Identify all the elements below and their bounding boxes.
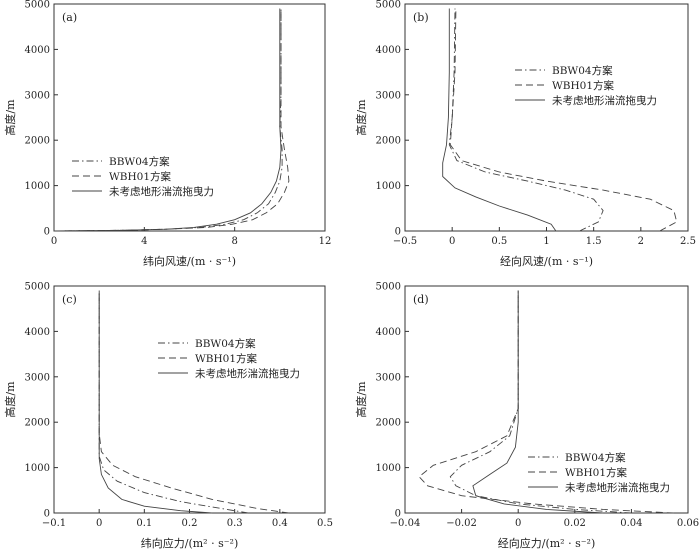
x-axis-label: 经向风速/(m · s⁻¹) [500, 254, 593, 268]
series-line-2 [98, 290, 289, 514]
x-tick-label: −0.1 [42, 518, 66, 529]
x-tick-label: −0.5 [393, 236, 417, 247]
y-tick-label: 1000 [376, 463, 401, 474]
x-tick-label: 8 [231, 236, 237, 247]
legend-entry: BBW04方案 [565, 451, 626, 464]
legend-entry: 未考虑地形湍流拖曳力 [195, 367, 300, 380]
series-line-3 [53, 8, 282, 232]
y-tick-label: 2000 [25, 136, 50, 147]
series-line-2 [449, 8, 678, 232]
y-tick-label: 5000 [376, 282, 401, 293]
x-tick-label: 0.5 [491, 236, 507, 247]
x-tick-label: −0.04 [390, 518, 421, 529]
y-axis-label: 高度/m [354, 99, 368, 136]
y-tick-label: 2000 [25, 418, 50, 429]
legend-entry: WBH01方案 [109, 170, 172, 183]
x-tick-label: 12 [319, 236, 332, 247]
series-line-1 [98, 290, 249, 514]
legend-entry: BBW04方案 [552, 64, 613, 77]
y-tick-label: 5000 [25, 0, 50, 11]
plot-frame [53, 285, 326, 514]
legend-entry: WBH01方案 [552, 79, 615, 92]
series-line-3 [442, 8, 557, 232]
x-axis-label: 纬向应力/(m² · s⁻²) [141, 536, 238, 550]
legend-entry: WBH01方案 [195, 352, 258, 365]
x-tick-label: 0.4 [272, 518, 288, 529]
x-tick-label: 0.04 [620, 518, 642, 529]
y-tick-label: 3000 [376, 90, 401, 101]
plot-frame [404, 285, 689, 514]
y-tick-label: 0 [44, 509, 50, 520]
legend-entry: WBH01方案 [565, 466, 628, 479]
y-tick-label: 1000 [376, 181, 401, 192]
chart-panel-4: −0.04 −0.02 0 0.02 0.04 0.06 0 1000 2000 3000 4000… [354, 282, 699, 551]
series-line-3 [98, 290, 213, 514]
chart-panel-3: −0.1 0 0.1 0.2 0.3 0.4 0.501000200030004000500… [3, 282, 333, 551]
x-tick-label: 2 [638, 236, 644, 247]
y-axis-label: 高度/m [354, 381, 368, 418]
y-tick-label: 3000 [25, 90, 50, 101]
panel-label: (a) [62, 11, 77, 24]
legend-entry: 未考虑地形湍流拖曳力 [565, 481, 670, 494]
x-tick-label: 2.5 [680, 236, 696, 247]
y-tick-label: 0 [395, 227, 401, 238]
y-tick-label: 1000 [25, 181, 50, 192]
chart-panel-2: −0.5 0 0.5 1 1.5 2 2.5010002000300040005000经向风… [354, 0, 696, 268]
series-line-1 [449, 290, 632, 514]
x-tick-label: 1.5 [586, 236, 602, 247]
x-tick-label: 0.5 [317, 518, 333, 529]
x-tick-label: 0.1 [136, 518, 152, 529]
x-tick-label: 0.02 [564, 518, 586, 529]
y-tick-label: 1000 [25, 463, 50, 474]
plot-frame [404, 3, 689, 232]
panel-label: (b) [413, 11, 429, 24]
x-tick-label: 1 [543, 236, 549, 247]
x-tick-label: 4 [141, 236, 147, 247]
y-tick-label: 4000 [25, 45, 50, 56]
panel-label: (d) [413, 293, 429, 306]
y-tick-label: 5000 [376, 0, 401, 11]
y-tick-label: 0 [395, 509, 401, 520]
legend-entry: BBW04方案 [109, 155, 170, 168]
plot-frame [53, 3, 326, 232]
legend-entry: 未考虑地形湍流拖曳力 [552, 94, 657, 107]
x-tick-label: 0 [51, 236, 57, 247]
x-tick-label: 0 [96, 518, 102, 529]
legend-entry: BBW04方案 [195, 337, 256, 350]
y-tick-label: 5000 [25, 282, 50, 293]
panel-label: (c) [62, 293, 77, 306]
y-tick-label: 3000 [376, 372, 401, 383]
x-axis-label: 经向应力/(m² · s⁻²) [498, 536, 595, 550]
x-tick-label: 0 [449, 236, 455, 247]
x-tick-label: 0.2 [182, 518, 198, 529]
x-tick-label: 0.06 [677, 518, 699, 529]
y-tick-label: 0 [44, 227, 50, 238]
y-tick-label: 4000 [376, 45, 401, 56]
chart-panel-1: 0 4 8 12 0 1000 2000 3000 4000 5000 纬向风速/(m · s⁻¹)… [3, 0, 331, 268]
series-line-2 [418, 290, 674, 514]
y-tick-label: 2000 [376, 418, 401, 429]
x-tick-label: −0.02 [446, 518, 477, 529]
x-tick-label: 0.3 [227, 518, 243, 529]
series-line-3 [472, 290, 604, 514]
y-tick-label: 2000 [376, 136, 401, 147]
series-line-1 [448, 8, 604, 232]
y-axis-label: 高度/m [3, 99, 17, 136]
legend-entry: 未考虑地形湍流拖曳力 [109, 185, 214, 198]
y-tick-label: 4000 [376, 327, 401, 338]
x-axis-label: 纬向风速/(m · s⁻¹) [143, 254, 236, 268]
y-axis-label: 高度/m [3, 381, 17, 418]
y-tick-label: 3000 [25, 372, 50, 383]
y-tick-label: 4000 [25, 327, 50, 338]
x-tick-label: 0 [515, 518, 521, 529]
